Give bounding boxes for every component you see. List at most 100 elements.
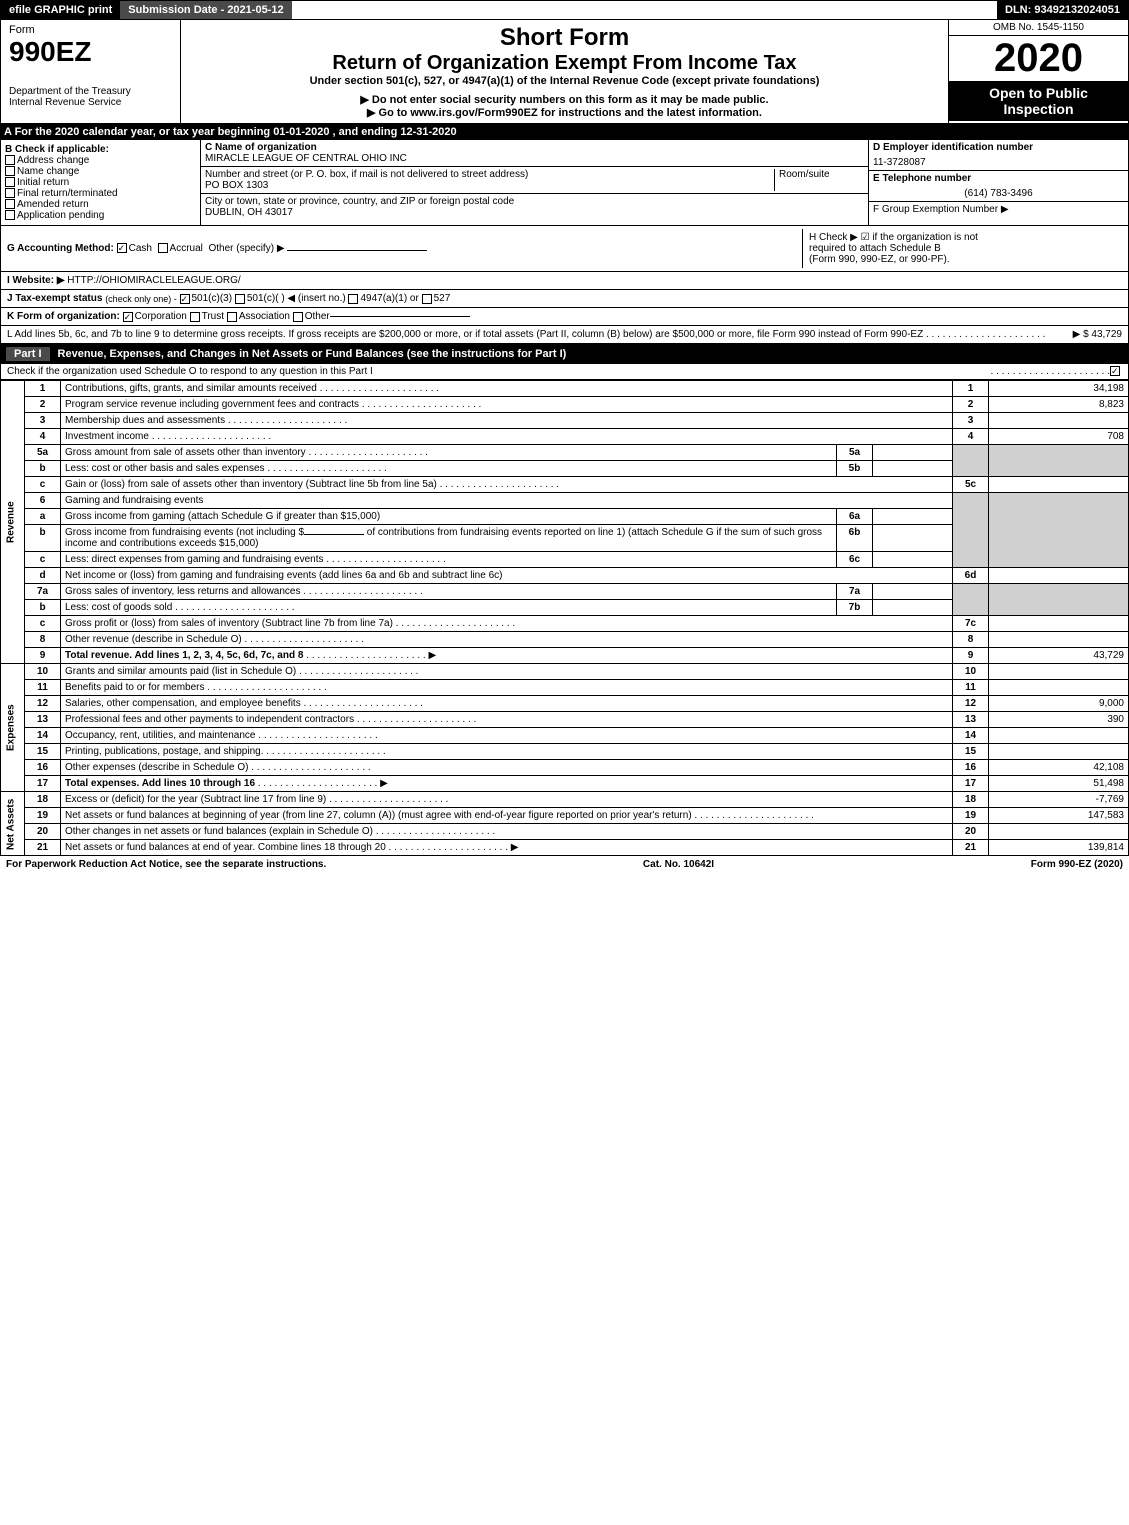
chk-corporation[interactable] [123, 312, 133, 322]
dept-treasury: Department of the Treasury [9, 86, 172, 97]
chk-4947[interactable] [348, 294, 358, 304]
line-12-num: 12 [25, 696, 61, 712]
chk-final-return[interactable] [5, 188, 15, 198]
line-6d-amt [989, 568, 1129, 584]
chk-527[interactable] [422, 294, 432, 304]
chk-cash[interactable] [117, 243, 127, 253]
part1-check-row: Check if the organization used Schedule … [0, 364, 1129, 380]
line-6-num: 6 [25, 493, 61, 509]
website-link[interactable]: HTTP://OHIOMIRACLELEAGUE.ORG/ [67, 275, 240, 286]
line-7b-text: Less: cost of goods sold [65, 602, 172, 613]
line-1-text: Contributions, gifts, grants, and simila… [65, 383, 317, 394]
org-city: DUBLIN, OH 43017 [205, 207, 514, 218]
l-text: L Add lines 5b, 6c, and 7b to line 9 to … [7, 329, 923, 340]
line-14-num: 14 [25, 728, 61, 744]
part1-header: Part I Revenue, Expenses, and Changes in… [0, 344, 1129, 364]
line-7a-subamt [873, 584, 953, 600]
chk-schedule-o[interactable] [1110, 366, 1120, 376]
f-group-label: F Group Exemption Number ▶ [869, 201, 1128, 217]
k-form-org-row: K Form of organization: Corporation Trus… [0, 308, 1129, 326]
line-13-amt: 390 [989, 712, 1129, 728]
chk-address-change[interactable] [5, 155, 15, 165]
line-7a-sub: 7a [837, 584, 873, 600]
chk-name-change[interactable] [5, 166, 15, 176]
goto-link[interactable]: ▶ Go to www.irs.gov/Form990EZ for instru… [185, 106, 944, 119]
line-11-num: 11 [25, 680, 61, 696]
no-ssn-notice: ▶ Do not enter social security numbers o… [185, 93, 944, 106]
line-21-ref: 21 [953, 840, 989, 856]
line-15-ref: 15 [953, 744, 989, 760]
c-street-label: Number and street (or P. O. box, if mail… [205, 169, 774, 180]
revenue-section-label: Revenue [1, 381, 25, 664]
line-5c-ref: 5c [953, 477, 989, 493]
b-checkboxes: B Check if applicable: Address change Na… [1, 140, 201, 225]
chk-association[interactable] [227, 312, 237, 322]
chk-amended-return[interactable] [5, 199, 15, 209]
form-number: 990EZ [9, 36, 172, 68]
l-gross-receipts-row: L Add lines 5b, 6c, and 7b to line 9 to … [0, 326, 1129, 344]
line-7b-subamt [873, 600, 953, 616]
line-5b-sub: 5b [837, 461, 873, 477]
chk-initial-return[interactable] [5, 177, 15, 187]
line-11-amt [989, 680, 1129, 696]
line-18-amt: -7,769 [989, 792, 1129, 808]
line-4-text: Investment income [65, 431, 149, 442]
line-12-amt: 9,000 [989, 696, 1129, 712]
line-11-ref: 11 [953, 680, 989, 696]
line-9-ref: 9 [953, 648, 989, 664]
line-18-ref: 18 [953, 792, 989, 808]
line-8-amt [989, 632, 1129, 648]
chk-501c3[interactable] [180, 294, 190, 304]
line-16-num: 16 [25, 760, 61, 776]
submission-date: Submission Date - 2021-05-12 [120, 1, 291, 19]
chk-trust[interactable] [190, 312, 200, 322]
line-13-ref: 13 [953, 712, 989, 728]
line-18-num: 18 [25, 792, 61, 808]
line-8-text: Other revenue (describe in Schedule O) [65, 634, 242, 645]
part1-label: Part I [6, 347, 50, 361]
line-17-num: 17 [25, 776, 61, 792]
a-tax-year-line: A For the 2020 calendar year, or tax yea… [0, 124, 1129, 140]
line-14-text: Occupancy, rent, utilities, and maintena… [65, 730, 255, 741]
under-section: Under section 501(c), 527, or 4947(a)(1)… [185, 75, 944, 87]
line-6c-subamt [873, 552, 953, 568]
line-13-num: 13 [25, 712, 61, 728]
line-7c-num: c [25, 616, 61, 632]
h-line1: H Check ▶ ☑ if the organization is not [809, 232, 1116, 243]
part1-title: Revenue, Expenses, and Changes in Net As… [58, 348, 567, 360]
line-9-num: 9 [25, 648, 61, 664]
line-17-text: Total expenses. Add lines 10 through 16 [65, 778, 255, 789]
h-box: H Check ▶ ☑ if the organization is not r… [802, 229, 1122, 268]
line-5a-subamt [873, 445, 953, 461]
line-13-text: Professional fees and other payments to … [65, 714, 354, 725]
c-name-label: C Name of organization [205, 142, 864, 153]
line-5c-num: c [25, 477, 61, 493]
i-label: I Website: ▶ [7, 275, 65, 286]
line-6b-num: b [25, 525, 61, 552]
line-16-amt: 42,108 [989, 760, 1129, 776]
line-15-num: 15 [25, 744, 61, 760]
line-5b-subamt [873, 461, 953, 477]
line-3-text: Membership dues and assessments [65, 415, 225, 426]
chk-application-pending[interactable] [5, 210, 15, 220]
line-3-num: 3 [25, 413, 61, 429]
chk-other-org[interactable] [293, 312, 303, 322]
line-5b-num: b [25, 461, 61, 477]
line-12-text: Salaries, other compensation, and employ… [65, 698, 301, 709]
line-2-text: Program service revenue including govern… [65, 399, 359, 410]
line-2-num: 2 [25, 397, 61, 413]
chk-accrual[interactable] [158, 243, 168, 253]
line-9-amt: 43,729 [989, 648, 1129, 664]
l-amount: ▶ $ 43,729 [1073, 329, 1122, 340]
line-19-amt: 147,583 [989, 808, 1129, 824]
line-6c-sub: 6c [837, 552, 873, 568]
line-8-ref: 8 [953, 632, 989, 648]
h-line2: required to attach Schedule B [809, 243, 1116, 254]
netassets-section-label: Net Assets [1, 792, 25, 856]
line-10-ref: 10 [953, 664, 989, 680]
c-city-label: City or town, state or province, country… [205, 196, 514, 207]
line-20-num: 20 [25, 824, 61, 840]
line-4-num: 4 [25, 429, 61, 445]
chk-501c[interactable] [235, 294, 245, 304]
tax-year: 2020 [949, 36, 1128, 81]
